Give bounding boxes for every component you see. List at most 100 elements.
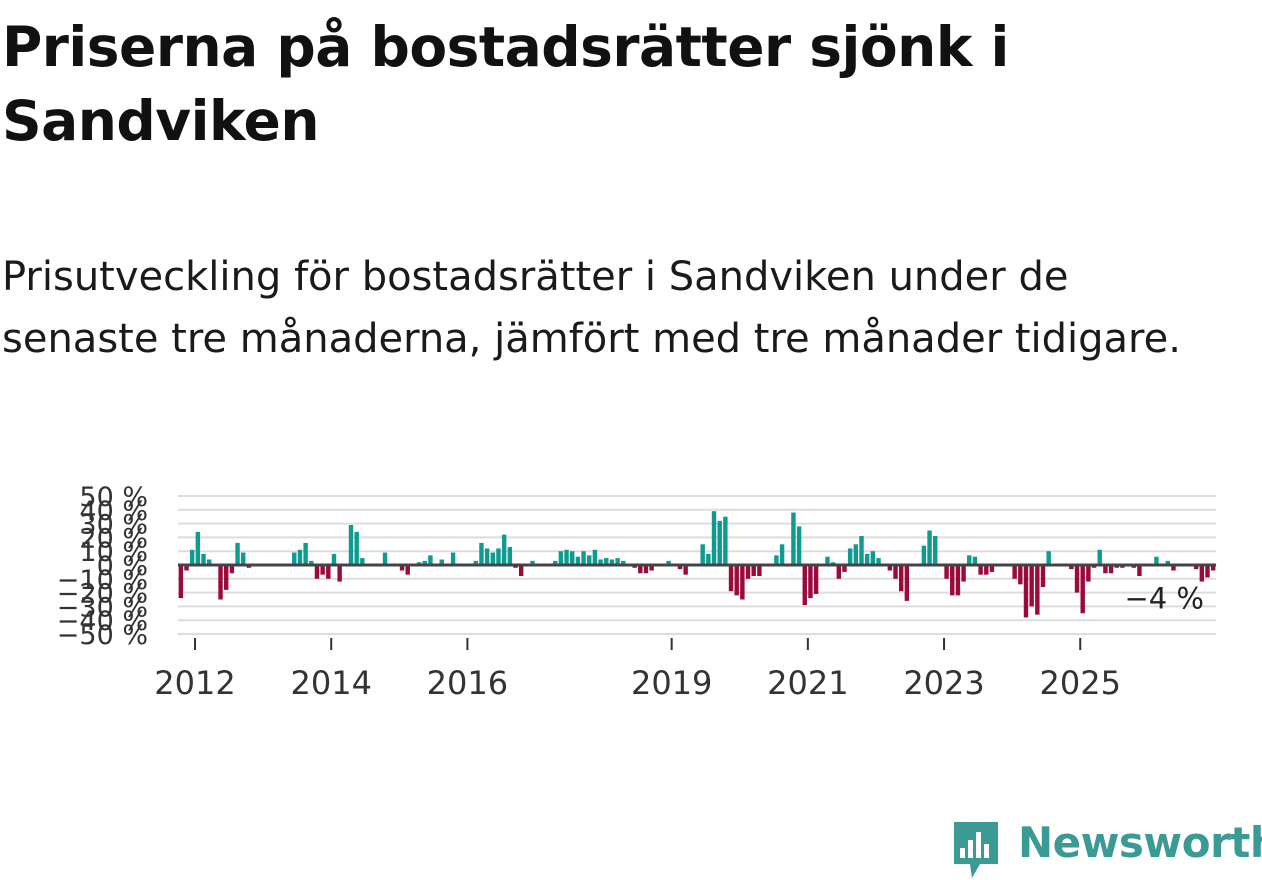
bar [1193, 565, 1199, 570]
bar [581, 551, 586, 565]
price-change-bar-chart: −50 %−40 %−30 %−20 %−10 %0 %10 %20 %30 %… [57, 482, 1216, 702]
bar [292, 552, 297, 565]
bar [530, 560, 535, 565]
bar [354, 531, 359, 565]
bar [309, 560, 314, 565]
bar [320, 565, 325, 575]
bar [1199, 565, 1205, 582]
bar [728, 565, 734, 592]
bar [1210, 565, 1216, 571]
bar [864, 553, 870, 565]
bars [178, 511, 1216, 618]
y-tick-label: −20 % [57, 579, 148, 610]
bar [1035, 565, 1040, 615]
bar [774, 555, 779, 565]
bar [450, 552, 456, 565]
bar [967, 555, 972, 565]
bar [643, 565, 649, 574]
bar [813, 565, 819, 594]
bar [723, 516, 728, 565]
y-tick-label: −10 % [57, 565, 148, 596]
bar [717, 520, 722, 565]
bar [984, 565, 989, 575]
bar [711, 511, 717, 565]
bar [178, 565, 184, 599]
bar [564, 549, 569, 565]
bar [303, 542, 308, 565]
x-tick-label: 2019 [631, 664, 712, 702]
y-tick-label: 20 % [79, 523, 148, 554]
bar [779, 544, 785, 565]
bar [592, 549, 598, 565]
bar [745, 565, 751, 579]
bar [552, 560, 558, 565]
y-tick-label: −50 % [57, 620, 148, 651]
bar [621, 560, 626, 565]
x-tick-label: 2016 [427, 664, 508, 702]
bar [598, 559, 603, 565]
x-axis-ticks: 2012 2014 2016 2019 2021 2023 2025 [154, 638, 1121, 702]
bar [847, 548, 853, 565]
bar [331, 553, 337, 565]
bar [887, 565, 893, 571]
y-tick-label: −40 % [57, 606, 148, 637]
bar [297, 549, 303, 565]
bar [734, 565, 739, 596]
bar [1171, 565, 1176, 571]
bar [972, 556, 978, 565]
bar [473, 560, 478, 565]
y-tick-label: 10 % [79, 537, 148, 568]
bar [1154, 556, 1159, 565]
bar [399, 565, 405, 571]
bar [893, 565, 898, 579]
last-value-annotation: −4 % [1124, 582, 1204, 616]
bar [1069, 565, 1074, 570]
bar [518, 565, 524, 577]
bar [740, 565, 745, 600]
newsworthy-logo-icon [954, 822, 998, 878]
bar [326, 565, 331, 579]
bar [927, 530, 932, 565]
bar [978, 565, 983, 575]
bar [989, 565, 995, 572]
x-tick-label: 2014 [290, 664, 371, 702]
y-tick-label: 40 % [79, 496, 148, 527]
bar [195, 531, 201, 565]
bar [507, 547, 513, 565]
bar [405, 565, 410, 575]
bar [638, 565, 643, 574]
bar [1018, 565, 1023, 585]
bar [933, 536, 938, 565]
bar [898, 565, 904, 592]
bar [201, 553, 206, 565]
bar [700, 544, 705, 565]
y-tick-label: 30 % [79, 510, 148, 541]
bar [360, 558, 365, 565]
bar [853, 544, 859, 565]
bar [870, 551, 876, 565]
bar [904, 565, 910, 601]
bar [218, 565, 223, 600]
bar [1080, 565, 1085, 614]
bar [615, 558, 620, 565]
bar [570, 551, 575, 565]
chart-subtitle: Prisutveckling för bostadsrätter i Sandv… [2, 254, 1181, 362]
bar [836, 565, 842, 579]
bar [314, 565, 320, 579]
bar [859, 536, 864, 565]
bar [422, 560, 427, 565]
bar [808, 565, 813, 599]
bar [677, 565, 683, 570]
bar [575, 556, 581, 565]
bar [229, 565, 235, 574]
bar [751, 565, 756, 577]
bar [1046, 551, 1051, 565]
bar [1023, 565, 1029, 618]
bar [337, 565, 342, 582]
bar [1108, 565, 1114, 574]
bar [1074, 565, 1080, 593]
bar [189, 549, 195, 565]
bar [683, 565, 688, 575]
bar [479, 542, 484, 565]
bar [757, 565, 762, 577]
